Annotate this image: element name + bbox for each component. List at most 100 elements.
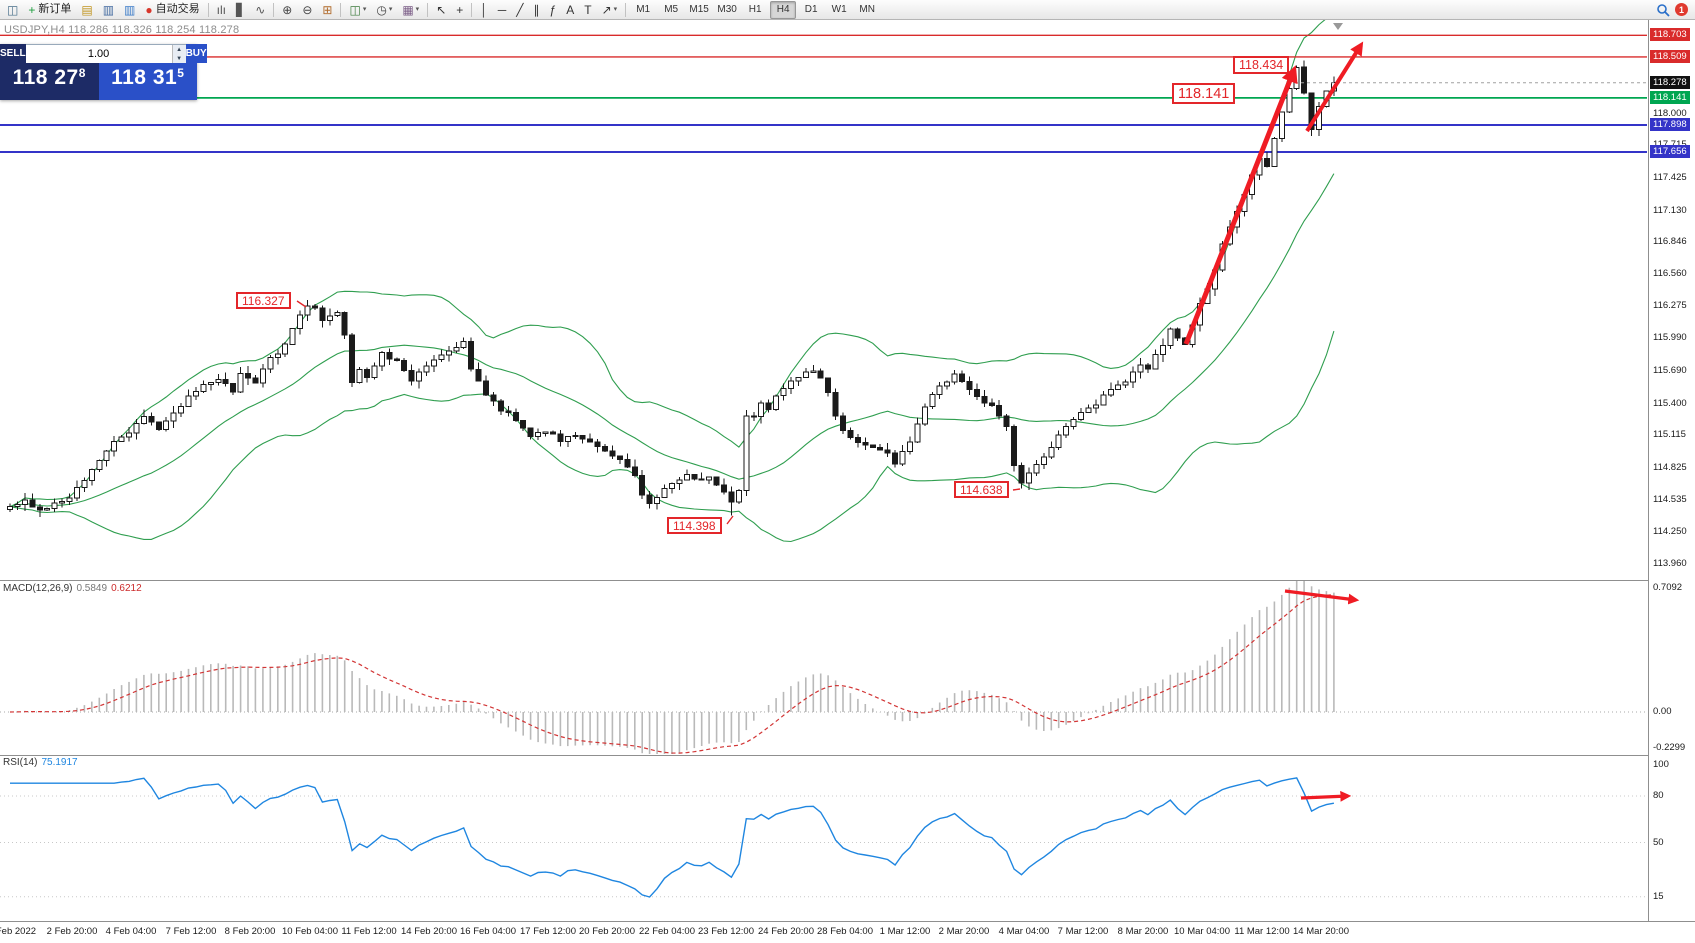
price-annotation[interactable]: 114.398 [667,517,722,534]
toolbar-buttons: ◫ + 新订单 ▤ ▥ ▥ ● 自动交易 ılı ▋ ∿ ⊕ ⊖ ⊞ ◫ ▾ ◷ ▾ ▦ ▾ ↖ + │ ─ ╱ ∥ ƒ A T ↗ ▾ M1… [2,0,881,19]
price-annotation[interactable]: 114.638 [954,481,1009,498]
zoom-in-button[interactable]: ⊕ [278,0,296,19]
macd-signal-value: 0.6212 [111,583,142,594]
price-axis-label: 116.560 [1653,268,1687,279]
price-axis-label: 114.250 [1653,526,1687,537]
new-chart-button[interactable]: ◫ [3,0,22,19]
charts-list-dropdown[interactable]: ◫ ▾ [345,0,370,19]
market-watch-icon: ▤ [81,2,93,17]
price-axis-label: 114.535 [1653,494,1687,505]
price-axis[interactable]: 118.000 117.715 117.425 117.130 116.846 116.5… [1648,20,1695,921]
search-icon[interactable] [1656,3,1670,17]
autotrading-button[interactable]: ● 自动交易 [141,0,203,19]
timeframe-mn-button[interactable]: MN [859,4,875,15]
navigator-button[interactable]: ▥ [120,0,139,19]
chart-canvas[interactable] [0,20,1647,921]
price-axis-label: 113.960 [1653,558,1687,569]
zoom-out-button[interactable]: ⊖ [298,0,316,19]
market-watch-button[interactable]: ▤ [77,0,96,19]
template-dropdown[interactable]: ▦ ▾ [398,0,423,19]
macd-arrow[interactable] [1284,589,1360,605]
macd-name: MACD(12,26,9) [3,583,73,594]
timeframe-m1-button[interactable]: M1 [636,4,651,15]
navigator-icon: ▥ [124,2,136,17]
price-annotation[interactable]: 116.327 [236,292,291,309]
crosshair-button[interactable]: + [452,0,467,19]
price-annotation[interactable]: 118.434 [1233,56,1290,74]
vertical-line-button[interactable]: │ [476,0,492,19]
toolbar-separator [427,2,429,17]
zoom-in-icon: ⊕ [282,2,293,17]
timeframe-d1-button[interactable]: D1 [804,4,818,15]
volume-down-button[interactable]: ▼ [172,54,186,63]
buy-price-main: 118 31 [111,66,178,89]
price-axis-level-label: 117.656 [1650,145,1690,158]
macd-histogram [16,581,1335,754]
vertical-line-icon: │ [480,2,488,17]
macd-signal-line [9,594,1334,754]
time-axis-label: 4 Mar 04:00 [998,926,1050,937]
time-axis-label: 22 Feb 04:00 [639,926,695,937]
price-axis-label: 117.130 [1653,205,1687,216]
sell-button[interactable]: SELL [0,44,26,63]
bar-chart-button[interactable]: ılı [213,0,230,19]
trendline-button[interactable]: ╱ [512,0,527,19]
volume-up-button[interactable]: ▲ [172,45,186,54]
time-axis-label: 8 Mar 20:00 [1117,926,1169,937]
panel-separator-macd[interactable] [0,580,1695,581]
trend-arrow-continuation[interactable] [1305,41,1364,133]
price-axis-label: 115.400 [1653,398,1687,409]
timeframe-h1-button[interactable]: H1 [748,4,762,15]
toolbar-separator [625,2,627,17]
timeframe-w1-button[interactable]: W1 [831,4,847,15]
buy-price[interactable]: 118 31 5 [98,63,197,100]
rsi-axis-label: 15 [1653,891,1664,902]
line-chart-button[interactable]: ∿ [251,0,269,19]
timeframe-m5-button[interactable]: M5 [664,4,679,15]
bb-lower-band [9,330,1335,543]
bar-chart-icon: ılı [216,2,226,17]
time-axis-label: 14 Feb 20:00 [401,926,457,937]
time-axis-label: 1 Feb 2022 [0,926,37,937]
panel-separator-rsi[interactable] [0,755,1695,756]
timeframe-m30-button[interactable]: M30 [717,4,737,15]
trendline-icon: ╱ [516,2,524,17]
trend-arrow-main[interactable] [1183,65,1298,345]
volume-input[interactable] [25,45,172,63]
candlestick-chart-button[interactable]: ▋ [232,0,249,19]
rsi-arrow[interactable] [1300,790,1352,802]
timeframe-m15-button[interactable]: M15 [689,4,709,15]
new-order-button[interactable]: + 新订单 [24,0,75,19]
text-button[interactable]: A [562,0,578,19]
label-button[interactable]: T [580,0,595,19]
fibonacci-button[interactable]: ƒ [546,0,561,19]
new-order-button-label: 新订单 [38,3,72,15]
chart-shift-marker[interactable] [1333,23,1343,30]
price-annotation[interactable]: 118.141 [1172,83,1236,104]
channel-button[interactable]: ∥ [530,0,544,19]
buy-button[interactable]: BUY [185,44,207,63]
notification-badge[interactable]: 1 [1675,3,1688,16]
timeframe-h4-button[interactable]: H4 [770,0,797,19]
rsi-indicator-label: RSI(14) 75.1917 [3,757,78,768]
toolbar: ◫ + 新订单 ▤ ▥ ▥ ● 自动交易 ılı ▋ ∿ ⊕ ⊖ ⊞ ◫ ▾ ◷ ▾ ▦ ▾ ↖ + │ ─ ╱ ∥ ƒ A T ↗ ▾ M1… [0,0,1695,20]
time-axis-label: 7 Mar 12:00 [1057,926,1109,937]
buy-price-pip: 5 [177,66,185,80]
horizontal-line-button[interactable]: ─ [494,0,511,19]
rsi-line [10,777,1335,898]
data-window-button[interactable]: ▥ [99,0,118,19]
annotation-tail [726,515,734,525]
time-axis[interactable]: 1 Feb 2022 2 Feb 20:00 4 Feb 04:00 7 Feb 12… [0,921,1695,943]
time-axis-label: 2 Feb 20:00 [46,926,98,937]
cursor-button[interactable]: ↖ [432,0,450,19]
volume-field: ▲ ▼ [25,44,186,63]
horizontal-line-icon: ─ [497,2,507,17]
label-icon: T [584,2,592,17]
sell-price[interactable]: 118 27 8 [0,63,99,100]
price-axis-label: 117.425 [1653,172,1687,183]
time-axis-label: 16 Feb 04:00 [460,926,516,937]
price-axis-level-label: 118.141 [1650,91,1690,104]
shapes-dropdown[interactable]: ↗ ▾ [598,0,622,19]
period-dropdown[interactable]: ◷ ▾ [372,0,396,19]
tile-windows-button[interactable]: ⊞ [318,0,336,19]
